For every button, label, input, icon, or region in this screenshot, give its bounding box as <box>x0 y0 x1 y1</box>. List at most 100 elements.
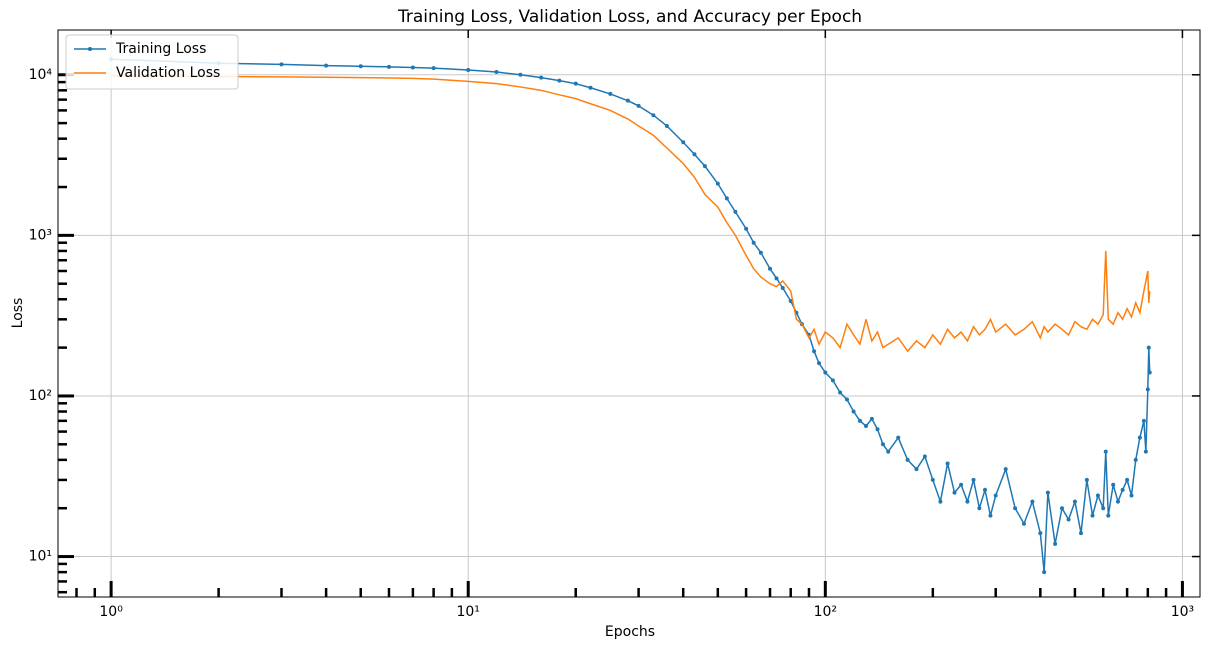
x-tick-label: 10² <box>814 604 837 620</box>
point <box>768 266 773 271</box>
legend-box <box>65 34 239 90</box>
point <box>938 499 943 504</box>
point <box>494 70 499 75</box>
point <box>279 62 284 67</box>
point <box>864 424 869 429</box>
point <box>1103 449 1108 454</box>
series-line <box>111 58 1151 573</box>
point <box>1125 477 1130 482</box>
point <box>1147 370 1152 375</box>
point <box>518 72 523 77</box>
y-tick-label: 10³ <box>29 227 52 243</box>
point <box>823 370 828 375</box>
point <box>875 427 880 432</box>
point <box>1095 493 1100 498</box>
point <box>844 397 849 402</box>
point <box>1003 467 1008 472</box>
point <box>1013 506 1018 511</box>
point <box>1133 457 1138 462</box>
point <box>557 78 562 83</box>
legend-label: Validation Loss <box>116 65 220 81</box>
legend-label: Training Loss <box>115 41 206 57</box>
legend-marker <box>88 47 92 51</box>
point <box>1045 490 1050 495</box>
point <box>1066 517 1071 522</box>
point <box>431 66 436 71</box>
point <box>715 181 720 186</box>
point <box>977 506 982 511</box>
point <box>816 361 821 366</box>
point <box>1101 506 1106 511</box>
point <box>812 349 817 354</box>
point <box>965 499 970 504</box>
series-line <box>111 75 1151 353</box>
point <box>625 98 630 103</box>
point <box>733 209 738 214</box>
point <box>851 409 856 414</box>
point <box>1021 521 1026 526</box>
point <box>636 103 641 108</box>
point <box>724 196 729 201</box>
point <box>971 477 976 482</box>
point <box>681 140 686 145</box>
point <box>1115 499 1120 504</box>
y-axis-label: Loss <box>10 298 26 329</box>
point <box>1137 435 1142 440</box>
point <box>1059 506 1064 511</box>
point <box>857 418 862 423</box>
point <box>1072 499 1077 504</box>
point <box>788 299 793 304</box>
point <box>1141 418 1146 423</box>
x-tick-label: 10¹ <box>456 604 479 620</box>
point <box>896 435 901 440</box>
point <box>1143 449 1148 454</box>
point <box>880 442 885 447</box>
point <box>869 416 874 421</box>
point <box>930 477 935 482</box>
point <box>386 64 391 69</box>
point <box>751 240 756 245</box>
y-tick-label: 10⁴ <box>29 67 53 83</box>
point <box>1042 570 1047 575</box>
point <box>1038 531 1043 536</box>
point <box>1090 513 1095 518</box>
point <box>1030 499 1035 504</box>
point <box>922 454 927 459</box>
x-axis-label: Epochs <box>605 624 655 640</box>
point <box>774 276 779 281</box>
point <box>358 64 363 69</box>
point <box>945 461 950 466</box>
point <box>1053 541 1058 546</box>
point <box>466 68 471 73</box>
point <box>1146 345 1151 350</box>
point <box>952 490 957 495</box>
y-tick-label: 10¹ <box>29 549 52 565</box>
point <box>983 487 988 492</box>
point <box>1129 493 1134 498</box>
point <box>410 65 415 70</box>
point <box>664 123 669 128</box>
point <box>692 152 697 157</box>
point <box>914 467 919 472</box>
point <box>905 457 910 462</box>
point <box>651 113 656 118</box>
point <box>838 390 843 395</box>
point <box>1111 482 1116 487</box>
point <box>780 286 785 291</box>
point <box>758 250 763 255</box>
y-tick-label: 10² <box>29 388 52 404</box>
point <box>744 226 749 231</box>
point <box>702 164 707 169</box>
point <box>1106 513 1111 518</box>
plot-frame <box>57 29 1201 598</box>
chart-title: Training Loss, Validation Loss, and Accu… <box>397 7 862 27</box>
point <box>324 63 329 68</box>
point <box>988 513 993 518</box>
point <box>959 482 964 487</box>
x-tick-label: 10⁰ <box>99 604 123 620</box>
point <box>573 81 578 86</box>
point <box>886 449 891 454</box>
x-tick-label: 10³ <box>1171 604 1194 620</box>
point <box>1084 477 1089 482</box>
